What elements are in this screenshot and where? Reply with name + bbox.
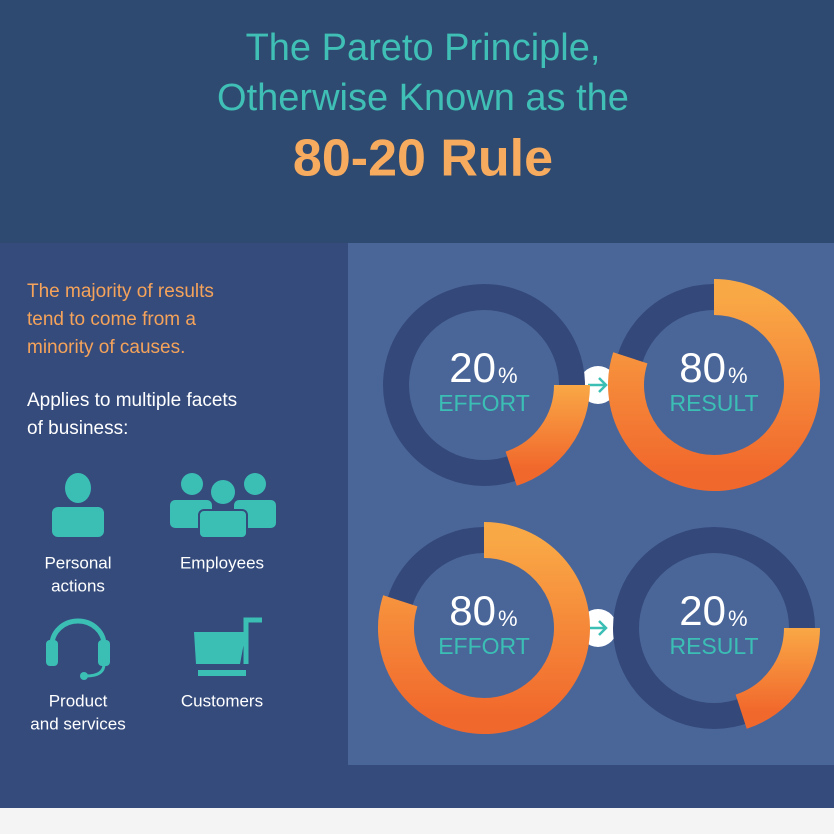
lead-line: Applies to multiple facets [27,390,237,411]
donut-caption: RESULT [669,390,758,416]
donut-caption: EFFORT [438,390,530,416]
team-icon [170,473,276,539]
highlight-line: tend to come from a [27,309,196,330]
title-line: Otherwise Known as the [217,77,629,119]
person-icon [52,473,104,537]
donut-unit: % [498,363,518,388]
facet-label: Customers [181,691,263,710]
title-line: The Pareto Principle, [246,27,601,69]
donut-caption: EFFORT [438,633,530,659]
facet-label: Employees [180,553,264,572]
facet-label: Personal [44,553,111,572]
headline: 80-20 Rule [293,130,553,188]
donut-value: 20 [449,344,496,391]
donut-arc [608,279,820,491]
lead-line: of business: [27,418,128,439]
facet-label: actions [51,576,105,595]
donut-value: 20 [679,587,726,634]
donut-unit: % [498,606,518,631]
highlight-line: minority of causes. [27,337,185,358]
headset-icon [46,618,110,680]
donut-value: 80 [449,587,496,634]
facet-label: Product [49,691,108,710]
donut-unit: % [728,363,748,388]
donut-arc [735,627,820,729]
facet-label: and services [30,714,125,733]
highlight-line: The majority of results [27,281,214,302]
donut-unit: % [728,606,748,631]
donut-value: 80 [679,344,726,391]
header-bg [0,0,834,243]
donut-caption: RESULT [669,633,758,659]
donut-arc [378,522,590,734]
donut-arc [505,384,590,486]
cart-icon [194,617,262,676]
